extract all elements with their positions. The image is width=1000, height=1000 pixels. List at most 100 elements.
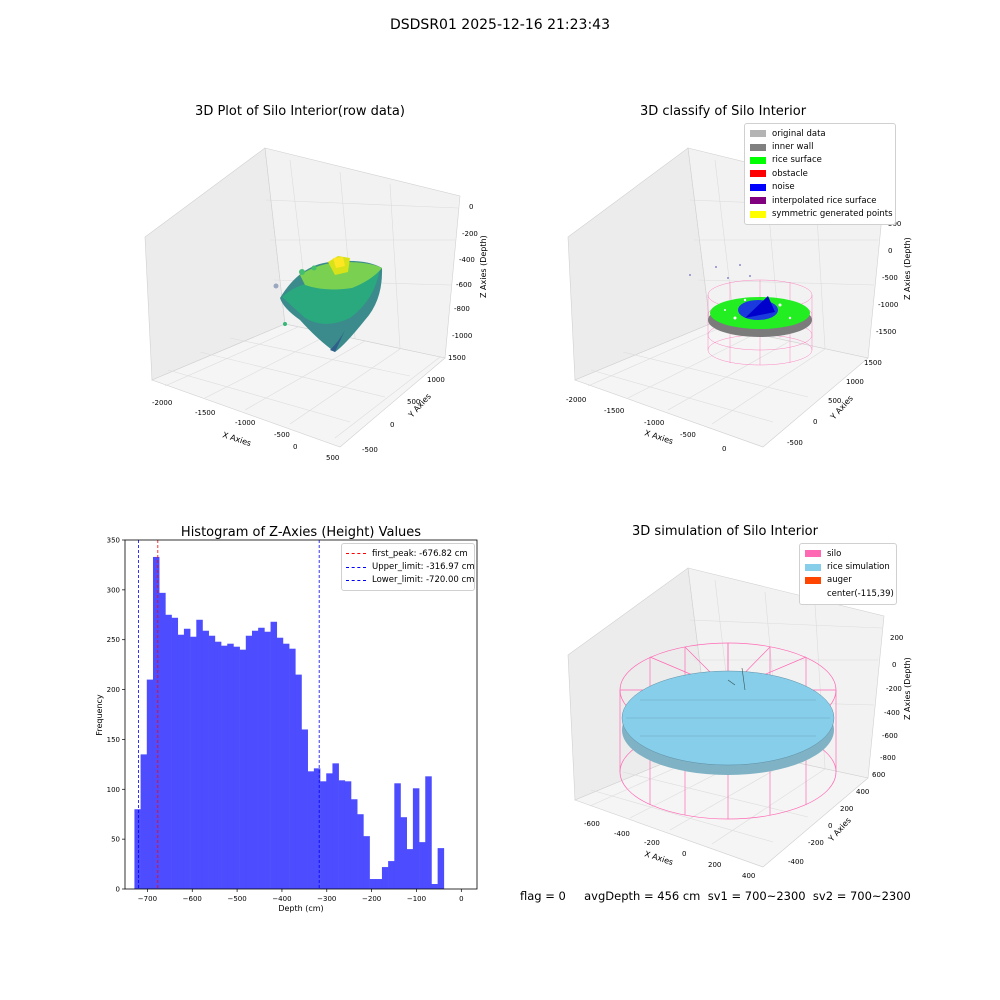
histogram-bar [146,679,154,889]
histogram-bar [196,619,203,889]
histogram-bar [295,674,302,889]
p4-xtick: 0 [682,850,686,858]
legend-entry: first_peak: -676.82 cm [346,547,470,560]
legend-swatch [750,183,766,191]
histogram-bar [412,788,420,889]
legend-label: symmetric generated points [772,209,893,220]
p4-ztick: -800 [880,754,896,762]
x-tick-label: −300 [317,895,336,903]
legend-label: auger [827,575,852,586]
histogram-bar [289,648,296,889]
y-tick-label: 150 [107,736,120,744]
p4-xtick: -600 [584,820,600,828]
legend-entry: center(-115,39) [805,587,894,600]
histogram-ylabel: Frequency [95,694,104,736]
p1-xtick: -2000 [152,399,172,407]
histogram-bar [258,627,265,889]
y-tick-label: 200 [107,686,120,694]
histogram-bar [437,848,445,889]
figure-title: DSDSR01 2025-12-16 21:23:43 [389,17,610,33]
histogram-bar [177,634,185,889]
histogram-bar [233,646,240,889]
histogram-bar [270,621,278,889]
histogram-bar [214,641,222,889]
legend-swatch [750,170,766,178]
legend-entry: auger [805,574,891,587]
status-footer: flag = 0 avgDepth = 456 cm sv1 = 700~230… [520,889,911,903]
legend-entry: Lower_limit: -720.00 cm [346,574,474,587]
histogram-bar [190,636,197,889]
p1-ztick: -600 [456,281,472,289]
histogram-bar [140,754,148,889]
p1-ztick: -400 [459,256,475,264]
x-tick-label: −500 [227,895,246,903]
p4-ytick: 200 [840,805,853,813]
p4-ztick: -200 [886,685,902,693]
legend-entry: silo [805,547,891,560]
p4-xtick: 400 [742,872,755,880]
p4-zlabel: Z Axies (Depth) [903,657,912,720]
y-tick-label: 0 [116,886,120,894]
legend-label: original data [772,128,826,139]
legend-label: inner wall [772,142,814,153]
legend-label: noise [772,182,795,193]
p1-ztick: -800 [454,305,470,313]
histogram-bar [363,836,370,889]
x-tick-label: −100 [407,895,426,903]
legend-line [346,553,366,555]
p4-ytick: 400 [856,788,869,796]
p2-ytick: 1500 [864,359,882,367]
legend-line [346,566,366,568]
p2-ytick: 1000 [846,378,864,386]
p1-xtick: 500 [326,454,339,462]
legend-entry: rice simulation [805,560,891,573]
legend-entry: Upper_limit: -316.97 cm [346,560,475,573]
legend-swatch [750,197,766,205]
x-tick-label: −200 [362,895,381,903]
p2-xtick: -2000 [566,396,586,404]
p1-ytick: 500 [407,398,420,406]
histogram-bar [350,799,358,889]
histogram-bar [344,781,352,889]
histogram-bar [381,867,389,889]
histogram-bar [326,773,333,889]
legend-swatch [805,563,821,571]
legend-swatch [805,590,821,597]
legend-entry: rice surface [750,154,890,167]
legend-swatch [805,576,821,584]
legend-label: Upper_limit: -316.97 cm [372,562,475,573]
histogram-bar [165,614,172,889]
x-tick-label: −400 [272,895,291,903]
histogram-bar [134,809,141,889]
legend-entry: obstacle [750,167,890,180]
histogram-title: Histogram of Z-Axies (Height) Values [181,525,421,540]
histogram-bar [245,635,253,889]
p4-xtick: -200 [644,839,660,847]
p2-zlabel: Z Axies (Depth) [903,237,912,300]
p2-ztick: 0 [888,247,892,255]
histogram-bar [221,645,228,889]
histogram-bar [239,649,247,889]
p1-ztick: -1000 [452,332,472,340]
histogram-bar [313,768,321,889]
p1-zlabel: Z Axies (Depth) [479,235,488,298]
histogram-bar [431,884,438,889]
histogram-bar [251,630,259,889]
p4-ytick: 600 [872,771,885,779]
legend-entry: interpolated rice surface [750,194,890,207]
p1-ytick: 1500 [448,354,466,362]
legend-entry: inner wall [750,140,890,153]
p2-ztick: -1500 [876,328,896,336]
p4-ztick: -400 [884,709,900,717]
y-tick-label: 50 [111,836,120,844]
p1-xtick: -500 [274,431,290,439]
p2-xtick: -500 [680,431,696,439]
p2-xtick: -1000 [644,419,664,427]
p4-ytick: -200 [808,839,824,847]
histogram-bar [425,776,432,889]
histogram-bar [171,617,179,889]
x-tick-label: 0 [459,895,463,903]
legend-label: first_peak: -676.82 cm [372,548,468,559]
histogram-bar [202,630,209,889]
